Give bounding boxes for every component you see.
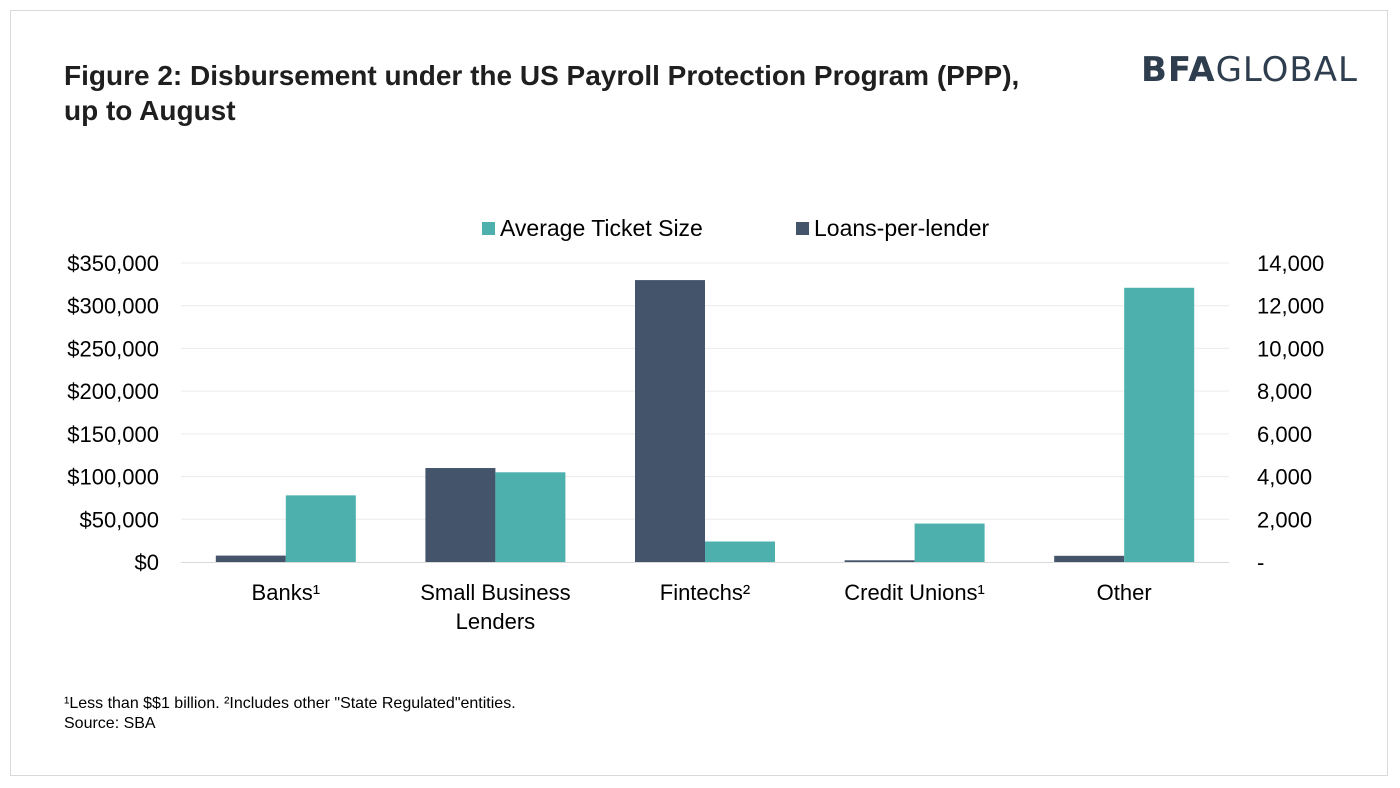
- category-label: Small Business: [420, 580, 570, 605]
- category-label: Lenders: [456, 609, 536, 634]
- bfa-global-logo: BFAGLOBAL: [1141, 50, 1358, 90]
- figure-title: Figure 2: Disbursement under the US Payr…: [64, 60, 1020, 126]
- category-label: Banks¹: [252, 580, 320, 605]
- y-right-tick-label: 14,000: [1257, 251, 1324, 276]
- bar-loans-per-lender: [844, 560, 915, 562]
- footnote-source: Source: SBA: [64, 715, 156, 732]
- y-left-tick-label: $300,000: [67, 294, 159, 319]
- y-left-tick-label: $50,000: [79, 507, 159, 532]
- y-right-tick-label: 10,000: [1257, 336, 1324, 361]
- footnote: ¹Less than $$1 billion. ²Includes other …: [64, 694, 516, 734]
- bar-average-ticket-size: [495, 472, 566, 562]
- bar-loans-per-lender: [635, 280, 705, 562]
- bar-loans-per-lender: [215, 555, 286, 562]
- bar-average-ticket-size: [705, 541, 775, 562]
- y-right-tick-label: 4,000: [1257, 465, 1312, 490]
- y-left-tick-label: $150,000: [67, 422, 159, 447]
- legend-label: Average Ticket Size: [500, 215, 703, 241]
- y-right-tick-label: 8,000: [1257, 379, 1312, 404]
- bar-loans-per-lender: [1054, 555, 1125, 562]
- y-left-tick-label: $200,000: [67, 379, 159, 404]
- y-right-tick-label: 12,000: [1257, 294, 1324, 319]
- bar-average-ticket-size: [285, 495, 356, 562]
- y-left-tick-label: $250,000: [67, 336, 159, 361]
- y-right-tick-label: -: [1257, 550, 1264, 575]
- y-right-tick-label: 6,000: [1257, 422, 1312, 447]
- legend-label: Loans-per-lender: [814, 215, 990, 241]
- y-left-tick-label: $100,000: [67, 465, 159, 490]
- bar-average-ticket-size: [1124, 287, 1195, 562]
- footnote-line-1: ¹Less than $$1 billion. ²Includes other …: [64, 695, 516, 712]
- legend-swatch: [796, 222, 809, 235]
- category-label: Credit Unions¹: [844, 580, 985, 605]
- y-left-tick-label: $0: [135, 550, 159, 575]
- bar-average-ticket-size: [914, 523, 985, 562]
- y-right-tick-label: 2,000: [1257, 507, 1312, 532]
- category-label: Fintechs²: [660, 580, 750, 605]
- legend-swatch: [482, 222, 495, 235]
- y-left-tick-label: $350,000: [67, 251, 159, 276]
- category-label: Other: [1097, 580, 1152, 605]
- bar-loans-per-lender: [425, 468, 496, 562]
